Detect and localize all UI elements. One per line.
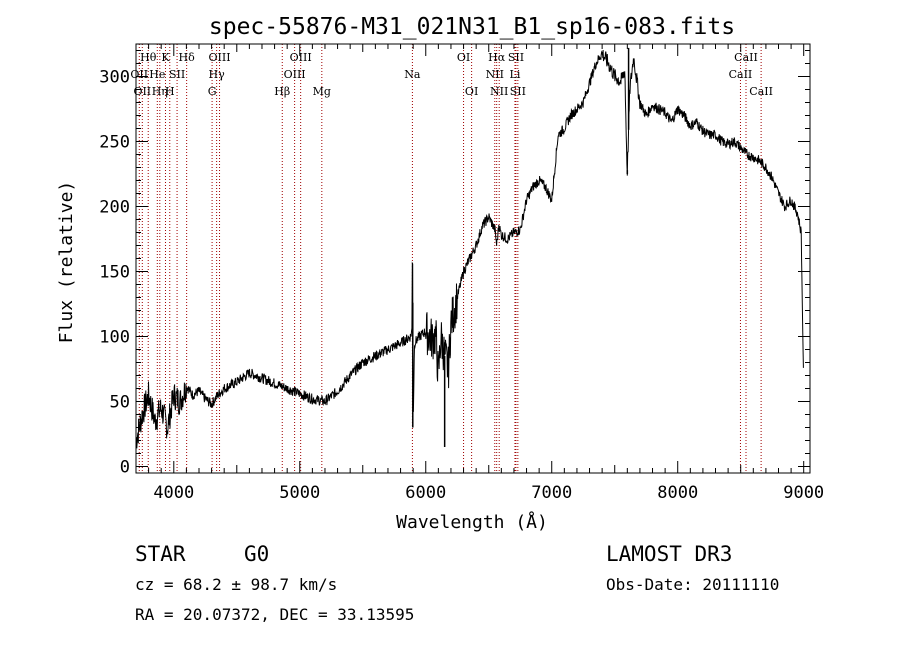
line-marker-label: Hθ: [140, 51, 157, 64]
y-tick-label: 300: [99, 68, 130, 88]
x-tick-label: 9000: [783, 483, 824, 503]
line-marker-label: SII: [169, 68, 185, 81]
y-tick-label: 100: [99, 328, 130, 348]
y-axis-label: Flux (relative): [56, 181, 77, 344]
line-marker-label: SII: [508, 51, 524, 64]
line-marker-label: Hα: [488, 51, 506, 64]
spectrum-series: [135, 47, 804, 449]
line-marker-label: OII: [133, 85, 151, 98]
line-marker-label: OI: [465, 85, 478, 98]
line-marker-label: Li: [510, 68, 521, 81]
y-axis-ticks: 0 50 100 150 200 250 300: [99, 50, 810, 478]
spectral-subclass: G0: [244, 542, 269, 566]
line-marker-label: Hγ: [209, 68, 226, 81]
line-marker-label: OIII: [284, 68, 306, 81]
line-marker-label: SII: [510, 85, 526, 98]
line-marker-label: Mg: [313, 85, 331, 98]
observation-date: Obs-Date: 20111110: [606, 575, 779, 594]
spectral-line-labels: OII OII Hθ He Hη K H SII Hδ G Hγ OIII Hβ OIII OIII Mg Na…: [130, 51, 773, 98]
object-class: STAR: [135, 542, 186, 566]
x-tick-label: 6000: [405, 483, 446, 503]
line-marker-label: NII: [490, 85, 508, 98]
line-marker-label: CaII: [734, 51, 758, 64]
spectral-line-markers: [138, 44, 762, 473]
line-marker-label: Hδ: [179, 51, 196, 64]
y-tick-label: 200: [99, 198, 130, 218]
flux-line: [135, 49, 804, 449]
line-marker-label: OII: [130, 68, 148, 81]
chart-title: spec-55876-M31_021N31_B1_sp16-083.fits: [209, 14, 735, 40]
x-tick-label: 4000: [153, 483, 194, 503]
line-marker-label: Na: [404, 68, 421, 81]
line-marker-label: OI: [457, 51, 470, 64]
plot-frame: [135, 43, 811, 474]
line-marker-label: G: [208, 85, 217, 98]
line-marker-label: OIII: [290, 51, 312, 64]
x-axis-ticks: 4000 5000 6000 7000 8000 9000: [148, 44, 824, 503]
line-marker-label: K: [161, 51, 170, 64]
line-marker-label: NII: [486, 68, 504, 81]
line-marker-label: CaII: [729, 68, 753, 81]
y-tick-label: 50: [110, 393, 130, 413]
x-tick-label: 5000: [279, 483, 320, 503]
line-marker-label: Hβ: [274, 85, 290, 98]
line-marker-label: H: [165, 85, 175, 98]
line-marker-label: OIII: [208, 51, 230, 64]
y-tick-label: 250: [99, 133, 130, 153]
y-tick-label: 150: [99, 263, 130, 283]
coordinates: RA = 20.07372, DEC = 33.13595: [135, 605, 414, 624]
line-marker-label: He: [149, 68, 165, 81]
line-marker-label: Hη: [152, 85, 168, 98]
x-tick-label: 8000: [657, 483, 698, 503]
survey-name: LAMOST DR3: [606, 542, 732, 566]
x-tick-label: 7000: [531, 483, 572, 503]
x-axis-label: Wavelength (Å): [396, 511, 548, 533]
line-marker-label: CaII: [749, 85, 773, 98]
y-tick-label: 0: [120, 458, 130, 478]
redshift-info: cz = 68.2 ± 98.7 km/s: [135, 575, 337, 594]
